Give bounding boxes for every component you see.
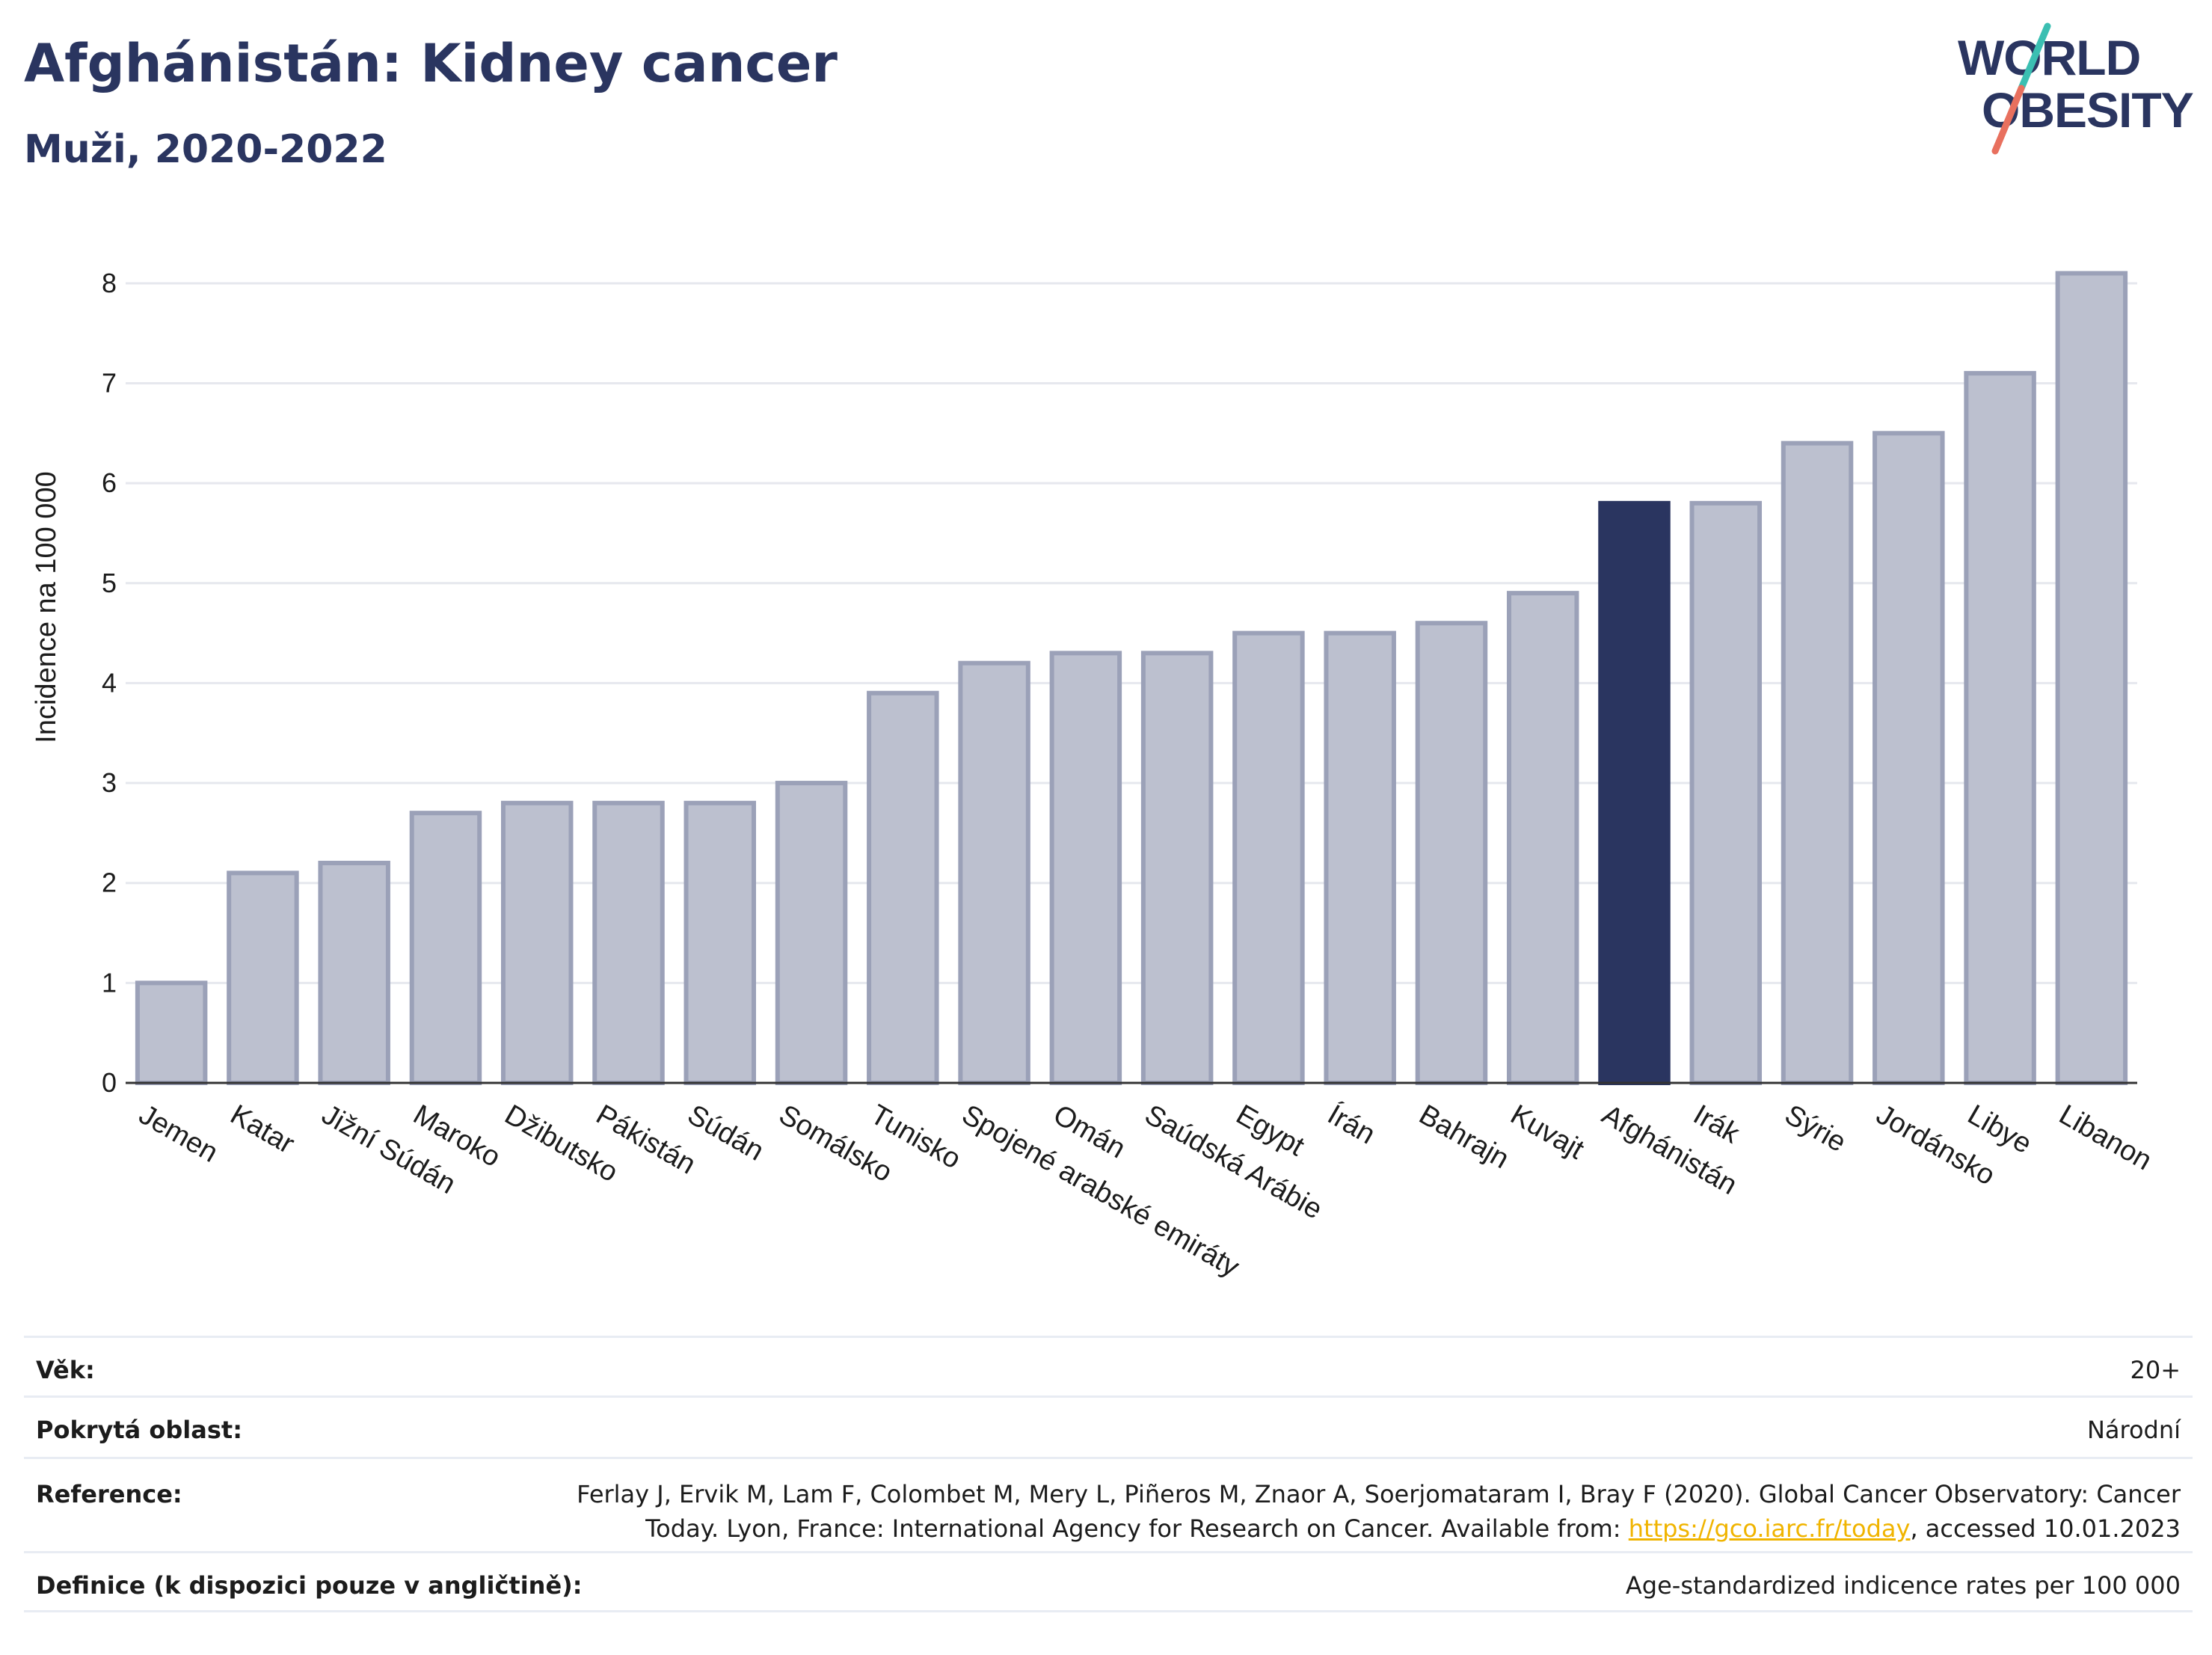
- bar-Jižní Súdán: [318, 860, 390, 1085]
- y-tick-label: 4: [102, 667, 117, 698]
- info-label: Pokrytá oblast:: [36, 1416, 242, 1444]
- y-tick-label: 2: [102, 868, 117, 898]
- bar-Írán: [1324, 630, 1396, 1085]
- bar-Libanon: [2055, 271, 2128, 1085]
- bar-Katar: [227, 871, 299, 1085]
- info-row-reference: Reference: Ferlay J, Ervik M, Lam F, Col…: [24, 1457, 2193, 1551]
- bar-Omán: [1049, 651, 1122, 1085]
- x-tick-label: Bahrajn: [1413, 1099, 1514, 1175]
- bar-Jemen: [135, 980, 208, 1085]
- y-tick-label: 7: [102, 367, 117, 398]
- bar-Jordánsko: [1872, 431, 1945, 1085]
- y-tick-label: 0: [102, 1067, 117, 1098]
- y-axis-ticks: 0 1 2 3 4 5 6 7 8: [102, 268, 117, 1098]
- bar-Afghánistán: [1598, 500, 1671, 1085]
- info-label: Definice (k dispozici pouze v angličtině…: [36, 1571, 583, 1600]
- x-axis-labels: Jemen Katar Jižní SúdánMarokoDžibutskoPáki…: [134, 1099, 2157, 1283]
- bar-Libye: [1964, 371, 2036, 1085]
- info-row-age: Věk: 20+: [24, 1336, 2193, 1395]
- x-tick-label: Katar: [225, 1099, 300, 1160]
- y-tick-label: 8: [102, 268, 117, 298]
- x-tick-label: Irák: [1688, 1099, 1745, 1150]
- x-tick-label: Írán: [1322, 1099, 1380, 1151]
- bar-Maroko: [409, 811, 482, 1085]
- bar-Spojené arabské emiráty: [958, 660, 1030, 1085]
- info-value: Age-standardized indicence rates per 100…: [1625, 1571, 2181, 1600]
- bar-chart: 0 1 2 3 4 5 6 7 8 Jemen Katar Jižní SúdánMarokoDži…: [31, 268, 2157, 1283]
- y-axis-label: Incidence na 100 000: [31, 471, 62, 743]
- info-label: Reference:: [36, 1480, 182, 1508]
- info-label: Věk:: [36, 1356, 95, 1384]
- y-tick-label: 3: [102, 767, 117, 798]
- bar-Tunisko: [867, 690, 939, 1085]
- bar-Somálsko: [775, 781, 848, 1085]
- y-tick-label: 1: [102, 967, 117, 998]
- bar-Saúdská Arábie: [1140, 651, 1214, 1085]
- page-subtitle: Muži, 2020-2022: [24, 127, 387, 172]
- info-row-definition: Definice (k dispozici pouze v angličtině…: [24, 1551, 2193, 1612]
- world-obesity-logo: WORLD OBESITY: [1958, 22, 2194, 155]
- bar-Sýrie: [1781, 440, 1854, 1085]
- reference-accessed: , accessed 10.01.2023: [1910, 1514, 2181, 1543]
- logo-word-world: WORLD: [1958, 30, 2140, 85]
- info-value: Národní: [2086, 1416, 2181, 1444]
- bar-Pákistán: [592, 800, 665, 1085]
- x-tick-label: Saúdská Arábie: [1140, 1099, 1328, 1225]
- x-tick-label: Jemen: [134, 1099, 224, 1168]
- info-row-coverage: Pokrytá oblast: Národní: [24, 1395, 2193, 1457]
- bars: [126, 271, 2137, 1085]
- info-table: Věk: 20+ Pokrytá oblast: Národní Referen…: [24, 1336, 2193, 1612]
- page-title: Afghánistán: Kidney cancer: [24, 33, 838, 94]
- bar-Kuvajt: [1506, 591, 1579, 1085]
- bar-Džibutsko: [500, 800, 574, 1085]
- y-tick-label: 6: [102, 467, 117, 498]
- x-tick-label: Libanon: [2053, 1099, 2157, 1176]
- bar-Irák: [1689, 500, 1763, 1085]
- bar-Egypt: [1232, 630, 1305, 1085]
- y-tick-label: 5: [102, 568, 117, 598]
- reference-text: Ferlay J, Ervik M, Lam F, Colombet M, Me…: [577, 1480, 2181, 1543]
- bar-Bahrajn: [1415, 621, 1488, 1085]
- x-tick-label: Kuvajt: [1505, 1099, 1590, 1165]
- bar-Súdán: [683, 800, 757, 1085]
- x-tick-label: Sýrie: [1780, 1099, 1852, 1158]
- info-value: 20+: [2130, 1356, 2181, 1384]
- info-value-reference: Ferlay J, Ervik M, Lam F, Colombet M, Me…: [550, 1477, 2181, 1546]
- reference-link[interactable]: https://gco.iarc.fr/today: [1628, 1514, 1911, 1543]
